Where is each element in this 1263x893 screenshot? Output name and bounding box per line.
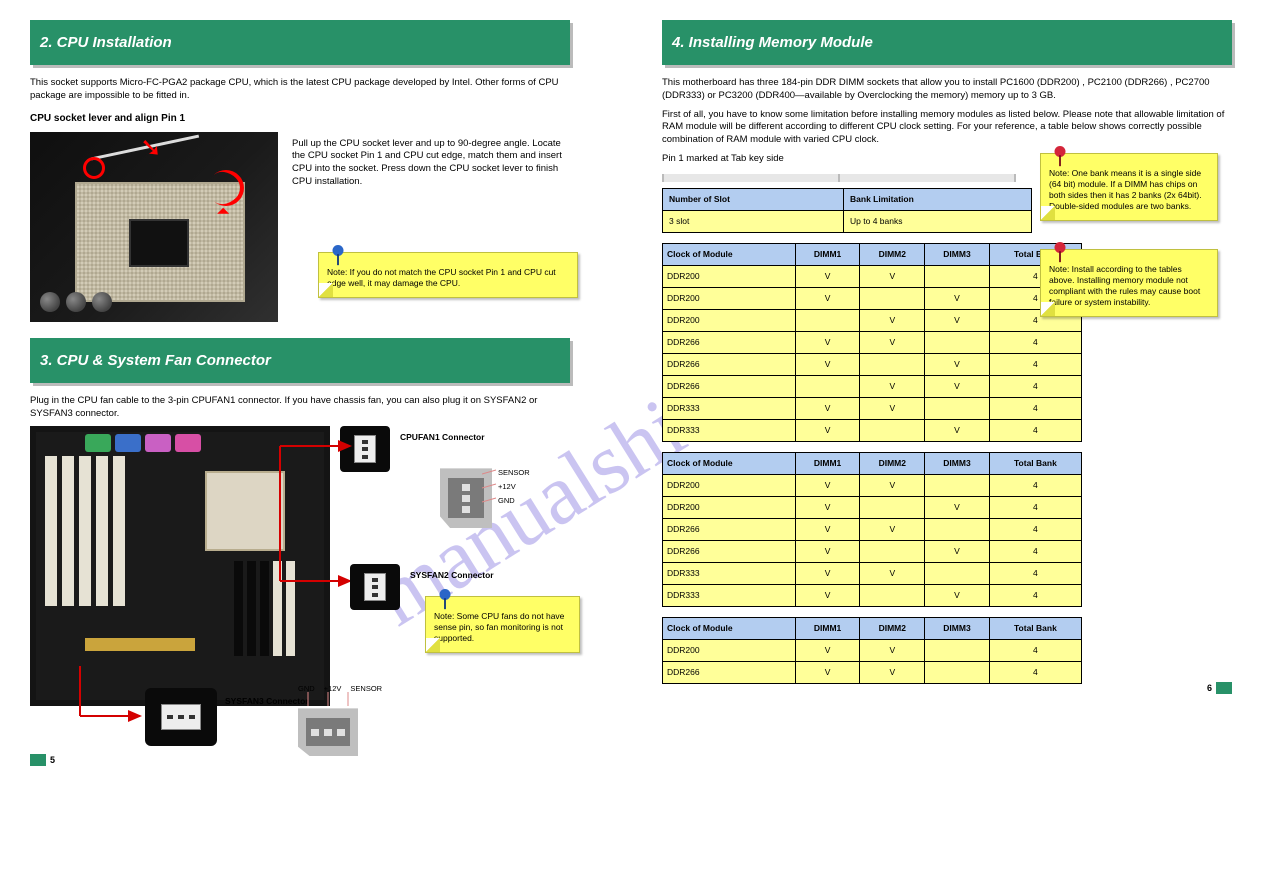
- bank-limitation-table: Number of SlotBank Limitation 3 slotUp t…: [662, 188, 1032, 233]
- memory-intro-2: First of all, you have to know some limi…: [662, 109, 1232, 147]
- cpu-step-body: Pull up the CPU socket lever and up to 9…: [292, 138, 570, 189]
- pushpin-icon: [434, 587, 456, 616]
- sysfan2-inset-photo: [350, 564, 400, 610]
- logo-icon: [30, 754, 46, 766]
- pushpin-icon: [1049, 240, 1071, 269]
- pin1-circle-annotation: [83, 157, 105, 179]
- logo-icon: [1216, 682, 1232, 694]
- note-bank-explain: Note: One bank means it is a single side…: [1040, 153, 1218, 221]
- note-combo-warning: Note: Install according to the tables ab…: [1040, 249, 1218, 317]
- pin-gnd-label: GND: [498, 494, 530, 508]
- dimm-ruler-diagram: [662, 174, 1016, 182]
- sysfan2-label: SYSFAN2 Connector: [410, 570, 494, 580]
- lever-arrow-annotation: ➘: [140, 132, 162, 163]
- pushpin-icon: [327, 243, 349, 272]
- motherboard-photo: [30, 426, 330, 706]
- section-fan-title: 3. CPU & System Fan Connector: [30, 338, 570, 383]
- cpufan-inset-photo: [340, 426, 390, 472]
- left-page: 2. CPU Installation This socket supports…: [0, 0, 600, 776]
- sysfan3-inset-photo: [145, 688, 217, 746]
- combo-table-3: Clock of ModuleDIMM1DIMM2DIMM3Total Bank…: [662, 617, 1082, 684]
- cpu-socket-photo: ➘: [30, 132, 278, 322]
- ruler-label: Pin 1 marked at Tab key side: [662, 153, 1022, 166]
- right-page: 4. Installing Memory Module This motherb…: [632, 0, 1262, 704]
- fan-pinout-diagram-bottom: [298, 708, 358, 756]
- combo-table-2: Clock of ModuleDIMM1DIMM2DIMM3Total Bank…: [662, 452, 1082, 607]
- sysfan3-label: SYSFAN3 Connector: [225, 696, 309, 706]
- note-fan-sense: Note: Some CPU fans do not have sense pi…: [425, 596, 580, 653]
- cpu-install-intro: This socket supports Micro-FC-PGA2 packa…: [30, 77, 570, 103]
- pin-sensor-label: SENSOR: [498, 466, 530, 480]
- pin-12v-label: +12V: [498, 480, 530, 494]
- section-cpu-install-title: 2. CPU Installation: [30, 20, 570, 65]
- cpufan-label: CPUFAN1 Connector: [400, 432, 485, 442]
- pushpin-icon: [1049, 144, 1071, 173]
- page-footer-right: 6: [1207, 682, 1232, 694]
- section-memory-title: 4. Installing Memory Module: [662, 20, 1232, 65]
- note-pin1-warning: Note: If you do not match the CPU socket…: [318, 252, 578, 298]
- fan-body: Plug in the CPU fan cable to the 3-pin C…: [30, 395, 570, 421]
- memory-intro-1: This motherboard has three 184-pin DDR D…: [662, 77, 1232, 103]
- page-footer-left: 5: [30, 754, 55, 766]
- cpu-step-label: CPU socket lever and align Pin 1: [30, 113, 570, 124]
- combo-table-1: Clock of ModuleDIMM1DIMM2DIMM3Total Bank…: [662, 243, 1082, 442]
